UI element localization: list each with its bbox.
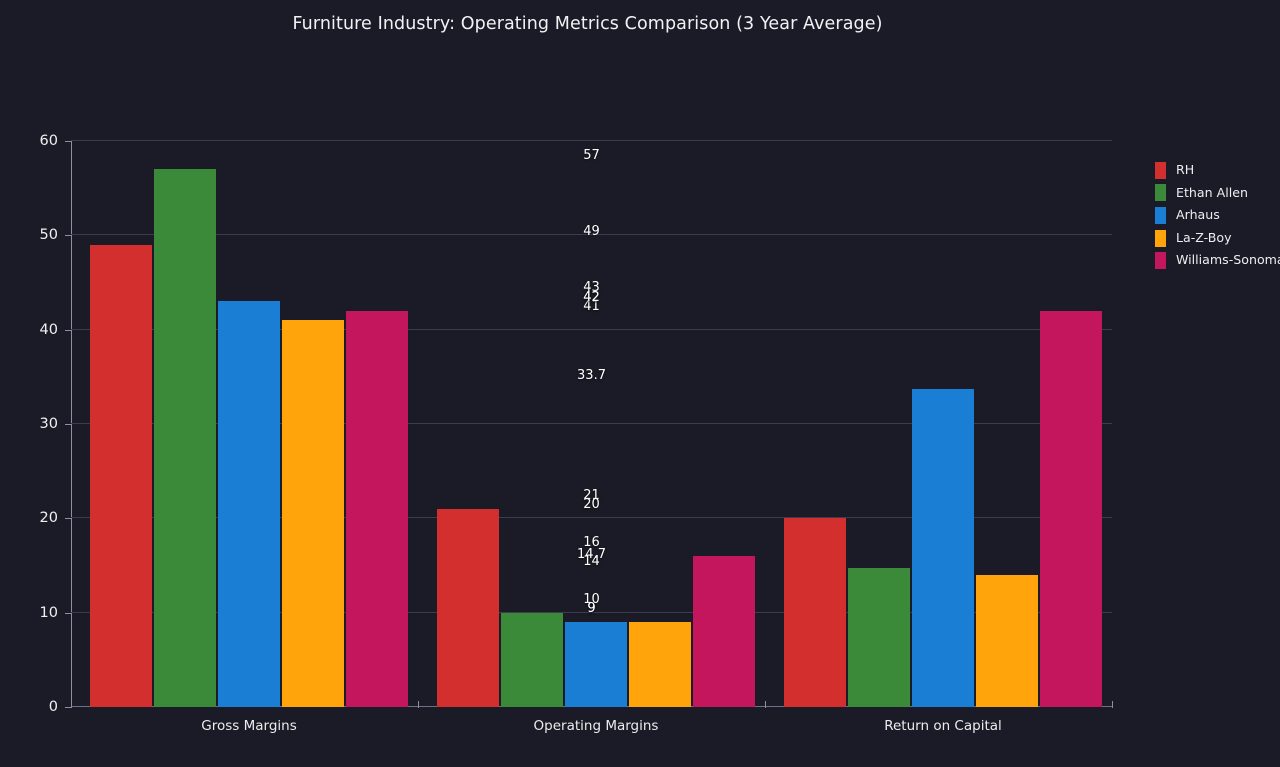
bar[interactable] bbox=[912, 389, 974, 707]
legend-color-swatch bbox=[1155, 184, 1166, 202]
bar[interactable] bbox=[154, 169, 216, 707]
bar-value-label: 9 bbox=[587, 601, 596, 617]
y-axis-spine bbox=[71, 141, 72, 708]
legend-color-swatch bbox=[1155, 206, 1166, 224]
bar-value-label: 21 bbox=[583, 487, 600, 503]
legend-item[interactable]: Ethan Allen bbox=[1155, 182, 1275, 205]
bar-value-label: 33.7 bbox=[577, 368, 606, 384]
y-axis-tick bbox=[65, 612, 71, 614]
y-axis-tick-label: 40 bbox=[39, 321, 58, 338]
legend-item-label: La-Z-Boy bbox=[1176, 229, 1232, 245]
x-axis-category-label: Gross Margins bbox=[201, 718, 297, 734]
plot-area: 49 57 43 41 42 21 10 9 9 16 20 14.7 33.7 14 42 bbox=[71, 140, 1112, 707]
bar[interactable] bbox=[629, 622, 691, 707]
x-axis-end-tick bbox=[1112, 701, 1113, 708]
bar-value-label: 9 bbox=[587, 601, 596, 617]
legend-item[interactable]: La-Z-Boy bbox=[1155, 227, 1275, 250]
chart-legend: RH Ethan Allen Arhaus La-Z-Boy Williams-Sono… bbox=[1155, 159, 1280, 272]
bar-value-label: 14 bbox=[583, 553, 600, 569]
legend-item-label: RH bbox=[1176, 162, 1195, 177]
bar[interactable] bbox=[437, 508, 499, 707]
x-axis-category-label: Return on Capital bbox=[884, 718, 1002, 734]
bar[interactable] bbox=[1040, 310, 1102, 707]
y-axis-tick-label: 60 bbox=[39, 133, 58, 149]
y-axis-tick bbox=[65, 424, 71, 425]
y-axis-tick-label: 0 bbox=[48, 699, 58, 715]
bar-value-label: 14.7 bbox=[577, 547, 606, 563]
bar[interactable] bbox=[501, 612, 563, 707]
legend-color-swatch bbox=[1155, 229, 1166, 247]
y-axis-tick-label: 50 bbox=[39, 227, 58, 244]
chart-title: Furniture Industry: Operating Metrics Co… bbox=[292, 14, 883, 34]
bar-value-label: 20 bbox=[583, 497, 600, 513]
legend-item[interactable]: Williams-Sonoma bbox=[1155, 249, 1280, 272]
bar-value-label: 43 bbox=[583, 280, 600, 296]
bar[interactable] bbox=[693, 556, 755, 707]
bar-value-label: 49 bbox=[583, 223, 600, 239]
grid-line bbox=[71, 611, 1112, 613]
bar[interactable] bbox=[346, 310, 408, 707]
legend-item[interactable]: Arhaus bbox=[1155, 204, 1275, 227]
grid-line bbox=[71, 517, 1112, 519]
bar-value-label: 42 bbox=[583, 289, 600, 305]
y-axis-tick bbox=[65, 518, 71, 520]
x-axis-separator-tick bbox=[418, 701, 419, 708]
grid-line bbox=[71, 423, 1112, 424]
x-axis-separator-tick bbox=[765, 701, 766, 708]
bar[interactable] bbox=[848, 568, 910, 707]
y-axis-tick bbox=[65, 707, 71, 708]
legend-item-label: Ethan Allen bbox=[1176, 184, 1248, 200]
legend-item-label: Williams-Sonoma bbox=[1176, 252, 1280, 268]
y-axis-tick bbox=[65, 329, 71, 331]
y-axis-tick-label: 30 bbox=[39, 416, 58, 432]
bar[interactable] bbox=[218, 301, 280, 707]
bar-value-label: 41 bbox=[583, 299, 600, 315]
grid-line bbox=[71, 140, 1112, 141]
bar[interactable] bbox=[565, 622, 627, 707]
bar[interactable] bbox=[784, 518, 846, 707]
y-axis-tick bbox=[65, 141, 71, 142]
y-axis-tick-label: 20 bbox=[39, 510, 58, 527]
grid-line bbox=[71, 234, 1112, 236]
bar-value-label: 16 bbox=[583, 535, 600, 551]
x-axis-category-label: Operating Margins bbox=[533, 718, 659, 734]
x-axis-end-tick bbox=[71, 701, 72, 708]
grid-line bbox=[71, 328, 1112, 330]
legend-item-label: Arhaus bbox=[1176, 207, 1220, 223]
legend-item[interactable]: RH bbox=[1155, 159, 1275, 182]
bar[interactable] bbox=[282, 320, 344, 707]
bar-value-label: 10 bbox=[583, 591, 600, 607]
legend-color-swatch bbox=[1155, 161, 1166, 179]
bar[interactable] bbox=[976, 574, 1038, 707]
y-axis-tick-label: 10 bbox=[39, 604, 58, 621]
bar[interactable] bbox=[90, 244, 152, 707]
bar-value-label: 42 bbox=[583, 289, 600, 305]
y-axis-tick bbox=[65, 235, 71, 237]
legend-color-swatch bbox=[1155, 252, 1166, 270]
bar-value-label: 57 bbox=[583, 148, 600, 164]
